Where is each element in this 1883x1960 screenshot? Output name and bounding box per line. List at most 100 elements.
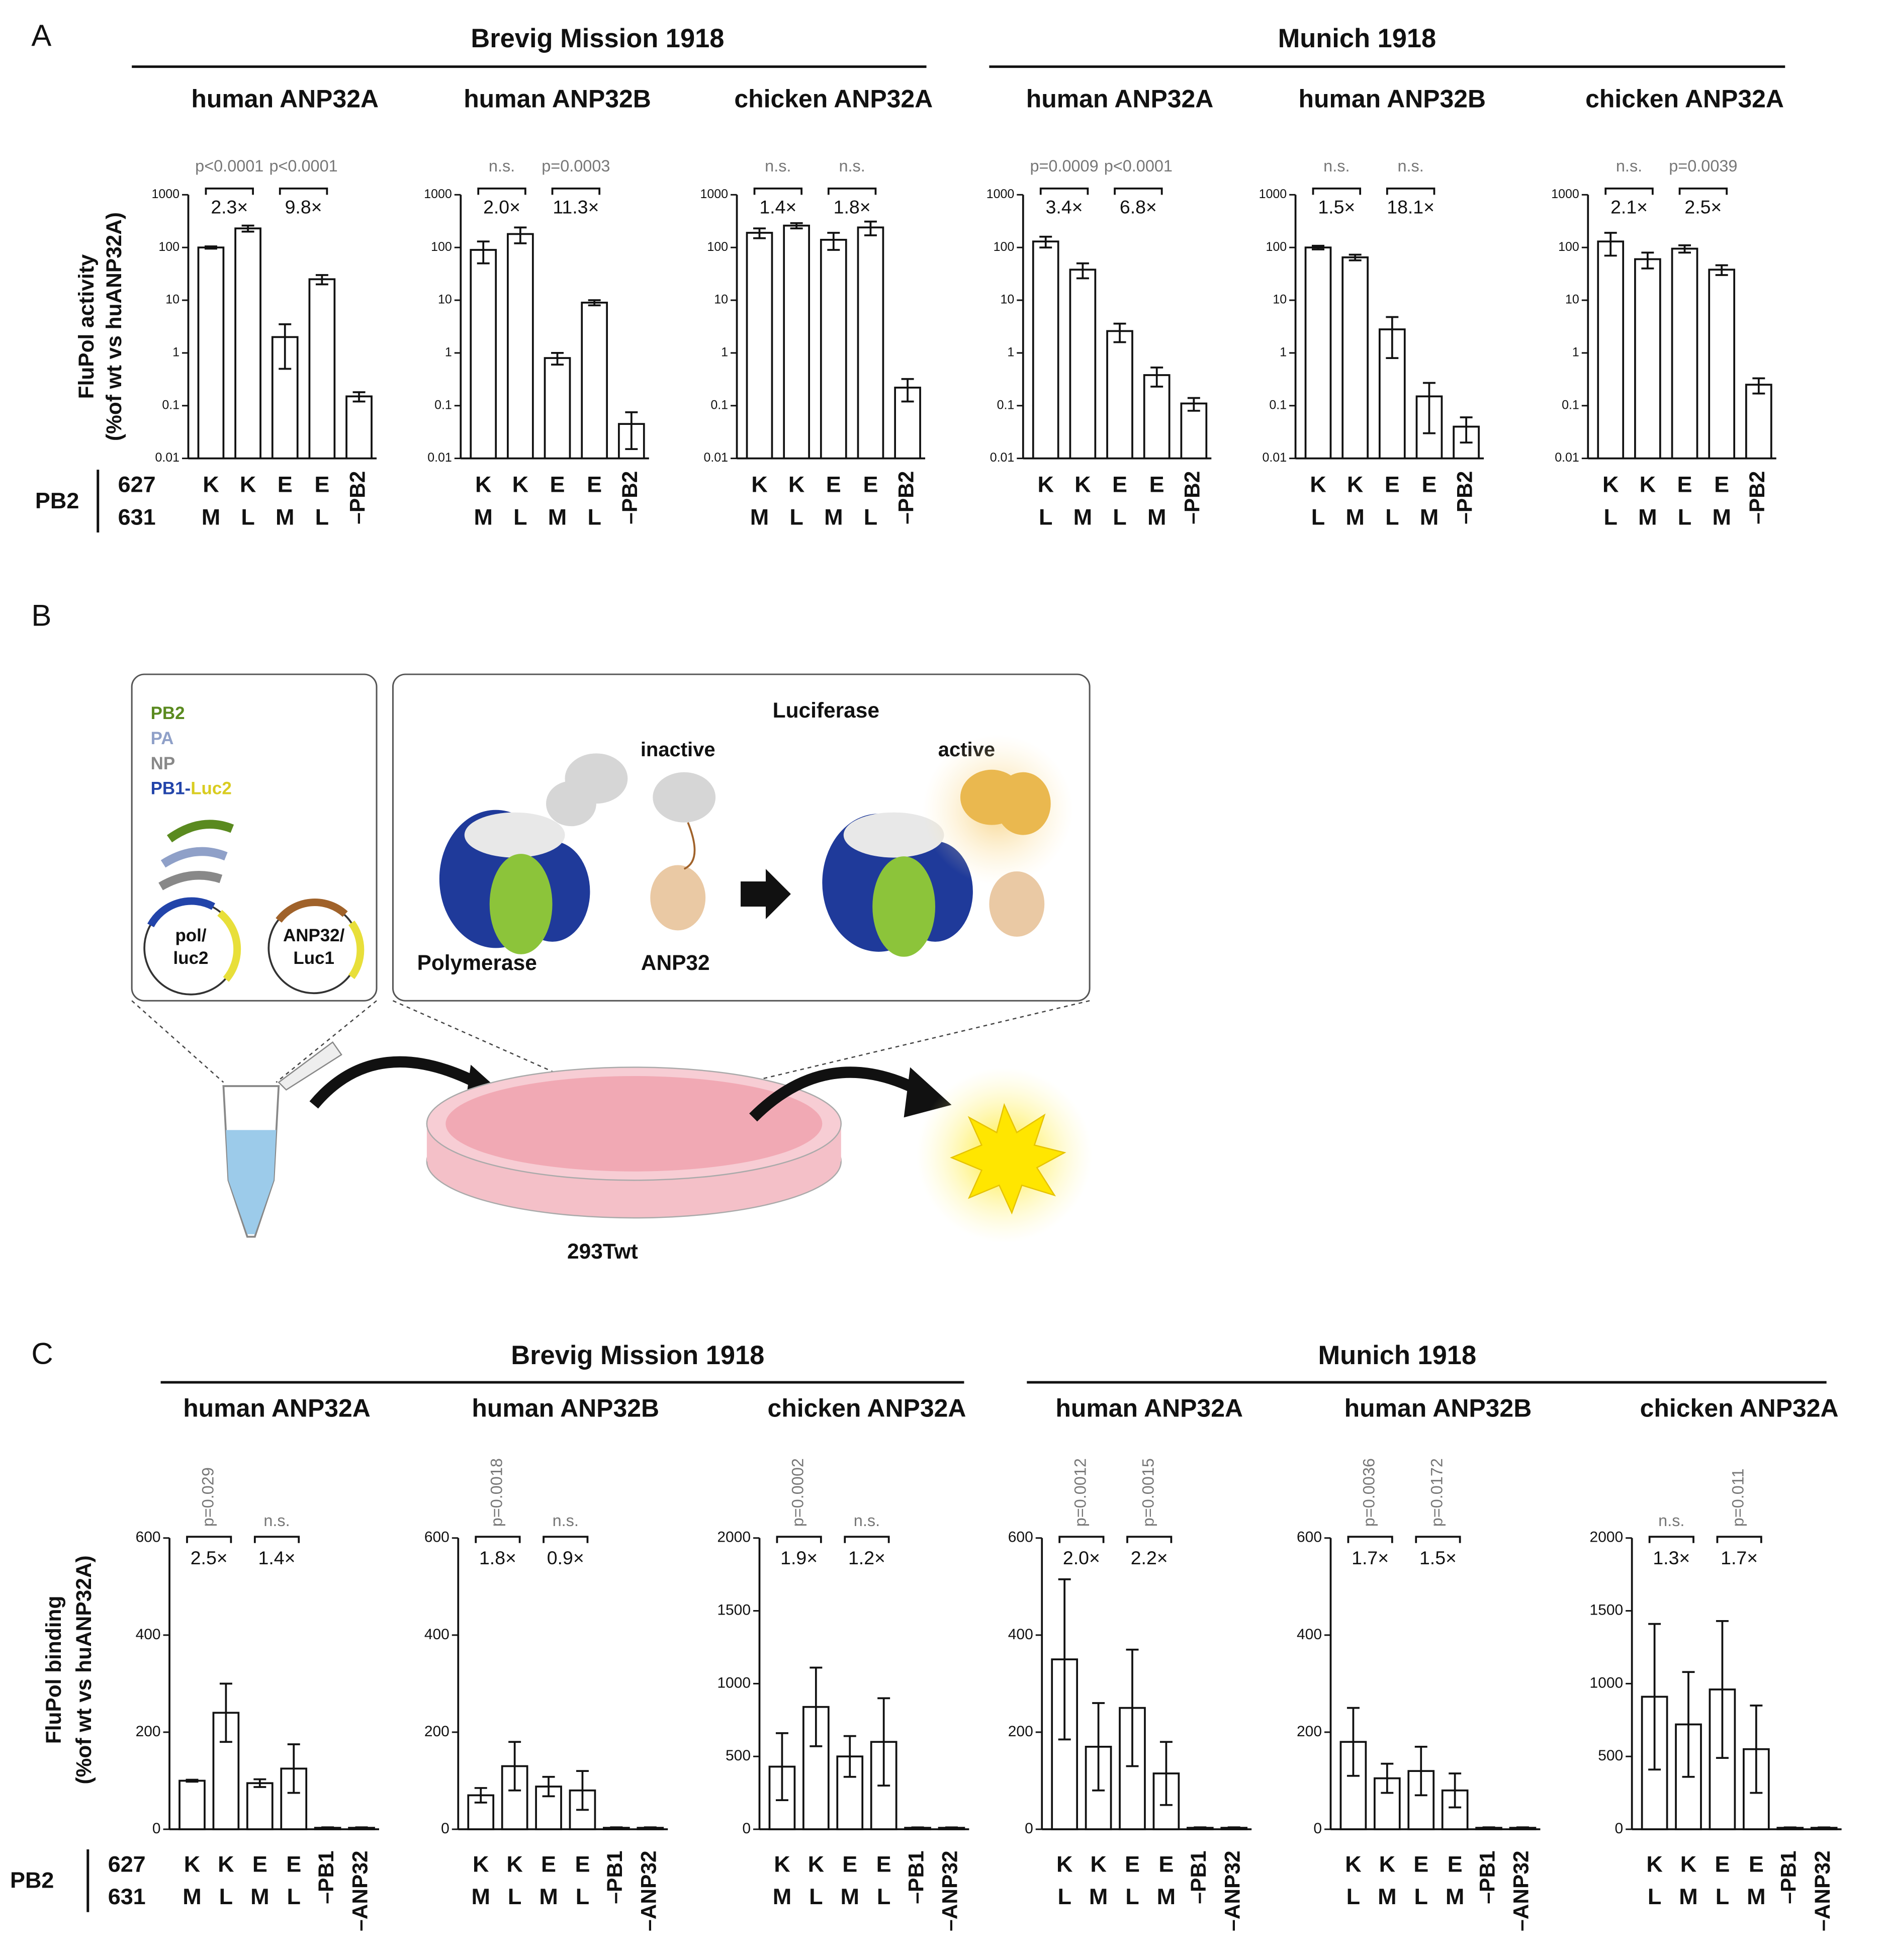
x-tick-label: K <box>1646 1851 1663 1877</box>
error-bar <box>625 411 638 451</box>
x-tick-label: E <box>1749 1851 1764 1877</box>
error-bar <box>186 1778 199 1783</box>
error-bar <box>551 352 564 366</box>
x-tick-label: K <box>788 471 805 497</box>
x-tick-label: K <box>1680 1851 1697 1877</box>
fold-change: 11.3× <box>553 197 599 218</box>
x-tick-label: M <box>1638 504 1657 529</box>
chart-title: chicken ANP32A <box>767 1394 966 1422</box>
y-tick-label: 0.1 <box>1562 398 1579 412</box>
x-tick-label: K <box>751 471 768 497</box>
bracket <box>1347 1536 1393 1543</box>
x-tick-label: L <box>287 1884 300 1909</box>
y-tick-label: 100 <box>994 240 1015 254</box>
error-bar <box>790 222 803 230</box>
x-tick-label: K <box>473 1851 489 1877</box>
arrow <box>741 869 791 919</box>
p-value: p=0.0172 <box>1428 1458 1446 1527</box>
error-bar <box>1422 382 1436 434</box>
y-tick-label: 1000 <box>700 187 729 201</box>
chart-title: human ANP32A <box>191 84 379 113</box>
x-tick-label: M <box>276 504 294 529</box>
error-bar <box>901 378 914 403</box>
legend-label: PB2 <box>151 703 185 723</box>
row-label: 631 <box>118 504 156 529</box>
fold-change: 1.5× <box>1419 1547 1457 1568</box>
x-tick-label: K <box>1037 471 1054 497</box>
p-value: n.s. <box>1397 157 1423 175</box>
x-tick-label: L <box>1648 1884 1661 1909</box>
y-tick-label: 1000 <box>1551 187 1579 201</box>
bar <box>1304 246 1332 460</box>
bar <box>1708 269 1736 460</box>
x-tick-label: –PB2 <box>1453 471 1476 524</box>
x-tick-label: M <box>539 1884 558 1909</box>
error-bar <box>1604 232 1617 257</box>
y-tick-label: 1 <box>1572 345 1579 360</box>
y-tick-label: 600 <box>136 1529 161 1546</box>
x-tick-label: E <box>1149 471 1164 497</box>
arc <box>147 897 215 928</box>
tube <box>222 1041 342 1238</box>
bracket <box>253 1536 300 1543</box>
bracket <box>1114 187 1163 195</box>
fold-change: 2.0× <box>1063 1547 1100 1568</box>
y-tick-label: 1000 <box>424 187 452 201</box>
x-tick-label: E <box>575 1851 590 1877</box>
x-tick-label: M <box>750 504 769 529</box>
y-tick-label: 100 <box>1266 240 1287 254</box>
y-tick-label: 10 <box>1273 293 1287 307</box>
error-bar <box>1750 1704 1763 1794</box>
fold-change: 2.2× <box>1131 1547 1168 1568</box>
p-value: p=0.0015 <box>1139 1458 1157 1527</box>
error-bar <box>843 1735 856 1778</box>
error-bar <box>1783 1826 1797 1829</box>
bar <box>857 226 884 460</box>
bracket <box>1312 187 1362 195</box>
fold-change: 18.1× <box>1387 197 1434 218</box>
y-tick-label: 100 <box>158 240 180 254</box>
y-tick-label: 100 <box>1558 240 1579 254</box>
legend-label: PA <box>151 729 174 748</box>
error-bar <box>241 224 254 233</box>
y-axis-title: (%of wt vs huANP32A) <box>72 1555 96 1784</box>
fold-change: 3.4× <box>1046 197 1083 218</box>
x-tick-label: L <box>576 1884 589 1909</box>
y-tick-label: 1000 <box>1590 1674 1624 1691</box>
y-tick-label: 100 <box>431 240 452 254</box>
error-bar <box>1194 1826 1207 1829</box>
y-tick-label: 1 <box>445 345 452 360</box>
arc <box>158 871 223 890</box>
y-tick-label: 1 <box>1280 345 1287 360</box>
y-tick-label: 2000 <box>1590 1529 1624 1546</box>
p-value: p<0.0001 <box>195 157 263 175</box>
y-tick-label: 400 <box>136 1626 161 1643</box>
bar <box>1341 256 1369 460</box>
x-tick-label: E <box>1448 1851 1463 1877</box>
bracket <box>1058 1536 1105 1543</box>
y-tick-label: 600 <box>1297 1529 1322 1546</box>
bar <box>246 1782 274 1830</box>
x-tick-label: E <box>826 471 841 497</box>
x-tick-label: L <box>508 1884 521 1909</box>
y-tick-label: 0.1 <box>710 398 728 412</box>
x-tick-label: –PB2 <box>345 471 369 524</box>
plasmid-label: ANP32/ <box>283 926 345 945</box>
error-bar <box>1113 322 1126 343</box>
error-bar <box>315 274 328 286</box>
x-tick-label: L <box>1347 1884 1360 1909</box>
p-value: n.s. <box>489 157 515 175</box>
y-tick-label: 400 <box>1008 1626 1033 1643</box>
y-tick-label: 0 <box>1313 1820 1322 1837</box>
fold-change: 1.2× <box>848 1547 885 1568</box>
y-tick-label: 0.1 <box>997 398 1015 412</box>
y-tick-label: 1500 <box>1590 1601 1624 1618</box>
error-bar <box>287 1743 300 1794</box>
x-tick-label: E <box>1125 1851 1140 1877</box>
fold-change: 1.7× <box>1721 1547 1758 1568</box>
x-tick-label: E <box>1413 1851 1428 1877</box>
error-bar <box>355 1826 368 1829</box>
error-bar <box>1058 1578 1071 1741</box>
row-label: 627 <box>108 1851 146 1877</box>
y-tick-label: 400 <box>1297 1626 1322 1643</box>
